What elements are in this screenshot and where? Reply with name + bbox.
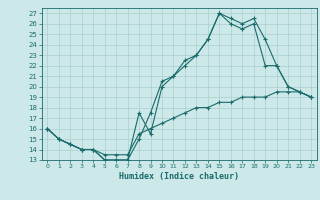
X-axis label: Humidex (Indice chaleur): Humidex (Indice chaleur): [119, 172, 239, 181]
